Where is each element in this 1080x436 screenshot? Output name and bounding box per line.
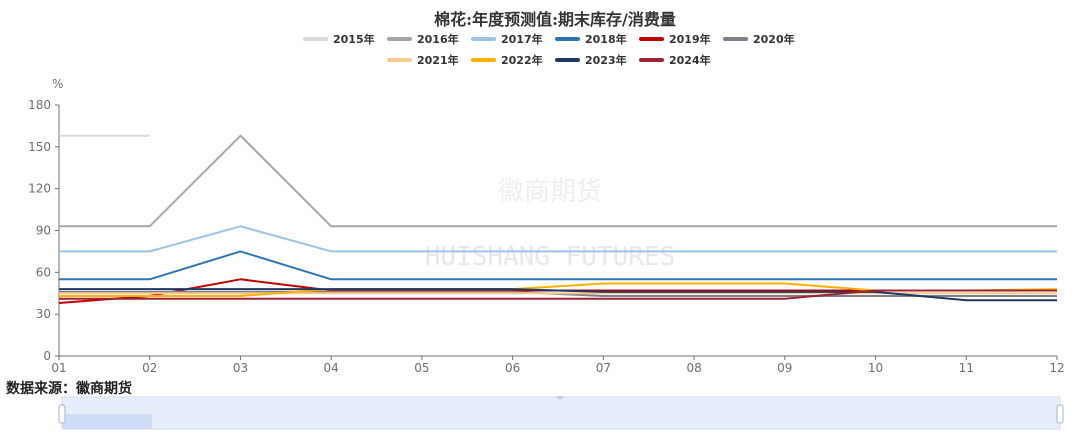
- legend-label: 2020年: [753, 32, 795, 46]
- x-tick-label: 01: [51, 361, 66, 375]
- x-tick-label: 04: [324, 361, 339, 375]
- series-line-2: [59, 134, 1057, 228]
- series-line-4: [59, 250, 1057, 281]
- zoom-slider-left-handle[interactable]: [58, 404, 66, 424]
- x-tick-label: 03: [233, 361, 248, 375]
- legend-item[interactable]: 2015年: [303, 32, 375, 46]
- legend-label: 2015年: [333, 32, 375, 46]
- legend-item[interactable]: 2024年: [639, 53, 711, 67]
- x-tick-label: 12: [1049, 361, 1064, 375]
- y-tick-label: 30: [36, 307, 51, 321]
- watermark-en: HUISHANG FUTURES: [425, 242, 675, 272]
- legend-item[interactable]: 2021年: [387, 53, 459, 67]
- legend-swatch: [303, 37, 328, 41]
- x-tick-label: 06: [505, 361, 520, 375]
- series-line-9: [59, 288, 1057, 302]
- x-tick-label: 02: [142, 361, 157, 375]
- legend-swatch: [387, 37, 412, 41]
- zoom-slider[interactable]: [58, 396, 1064, 430]
- y-tick-label: 90: [36, 224, 51, 238]
- x-tick-label: 10: [868, 361, 883, 375]
- legend-item[interactable]: 2023年: [555, 53, 627, 67]
- chart-title: 棉花:年度预测值:期末库存/消费量: [434, 10, 676, 29]
- watermark-cn: 徽商期货: [498, 177, 602, 207]
- zoom-slider-move-handle[interactable]: [557, 396, 563, 399]
- y-tick-label: 120: [28, 182, 51, 196]
- legend-item[interactable]: 2019年: [639, 32, 711, 46]
- x-tick-label: 09: [777, 361, 792, 375]
- legend-item[interactable]: 2022年: [471, 53, 543, 67]
- legend-swatch: [639, 58, 664, 62]
- legend-label: 2023年: [585, 53, 627, 67]
- zoom-slider-track[interactable]: [61, 396, 1061, 430]
- x-tick-label: 11: [959, 361, 974, 375]
- y-axis: 0 30 60 90 120 150 180: [28, 98, 60, 363]
- legend-label: 2021年: [417, 53, 459, 67]
- legend-label: 2016年: [417, 32, 459, 46]
- legend-item[interactable]: 2018年: [555, 32, 627, 46]
- legend: 2015年 2016年 2017年 2018年 2019年 2020年 2021年 2022年…: [303, 32, 795, 67]
- legend-item[interactable]: 2020年: [723, 32, 795, 46]
- zoom-slider-right-handle[interactable]: [1056, 404, 1064, 424]
- legend-swatch: [555, 58, 580, 62]
- legend-swatch: [471, 37, 496, 41]
- legend-swatch: [471, 58, 496, 62]
- data-source: 数据来源：徽商期货: [6, 380, 132, 397]
- y-tick-label: 60: [36, 265, 51, 279]
- x-tick-label: 05: [414, 361, 429, 375]
- legend-item[interactable]: 2017年: [471, 32, 543, 46]
- legend-label: 2024年: [669, 53, 711, 67]
- legend-swatch: [723, 37, 748, 41]
- legend-swatch: [639, 37, 664, 41]
- x-tick-label: 07: [596, 361, 611, 375]
- legend-swatch: [555, 37, 580, 41]
- y-tick-label: 0: [43, 349, 51, 363]
- x-axis: 01 02 03 04 05 06 07 08 09 10 11 12: [51, 355, 1065, 375]
- legend-label: 2022年: [501, 53, 543, 67]
- legend-label: 2017年: [501, 32, 543, 46]
- legend-swatch: [387, 58, 412, 62]
- x-tick-label: 08: [686, 361, 701, 375]
- legend-item[interactable]: 2016年: [387, 32, 459, 46]
- series-layer: [58, 134, 1058, 304]
- zoom-slider-selection[interactable]: [62, 414, 152, 429]
- y-tick-label: 150: [28, 140, 51, 154]
- y-tick-label: 180: [28, 98, 51, 112]
- legend-label: 2019年: [669, 32, 711, 46]
- series-line-10: [59, 289, 1057, 300]
- series-line-3: [59, 225, 1057, 253]
- y-axis-unit: %: [52, 77, 63, 91]
- legend-label: 2018年: [585, 32, 627, 46]
